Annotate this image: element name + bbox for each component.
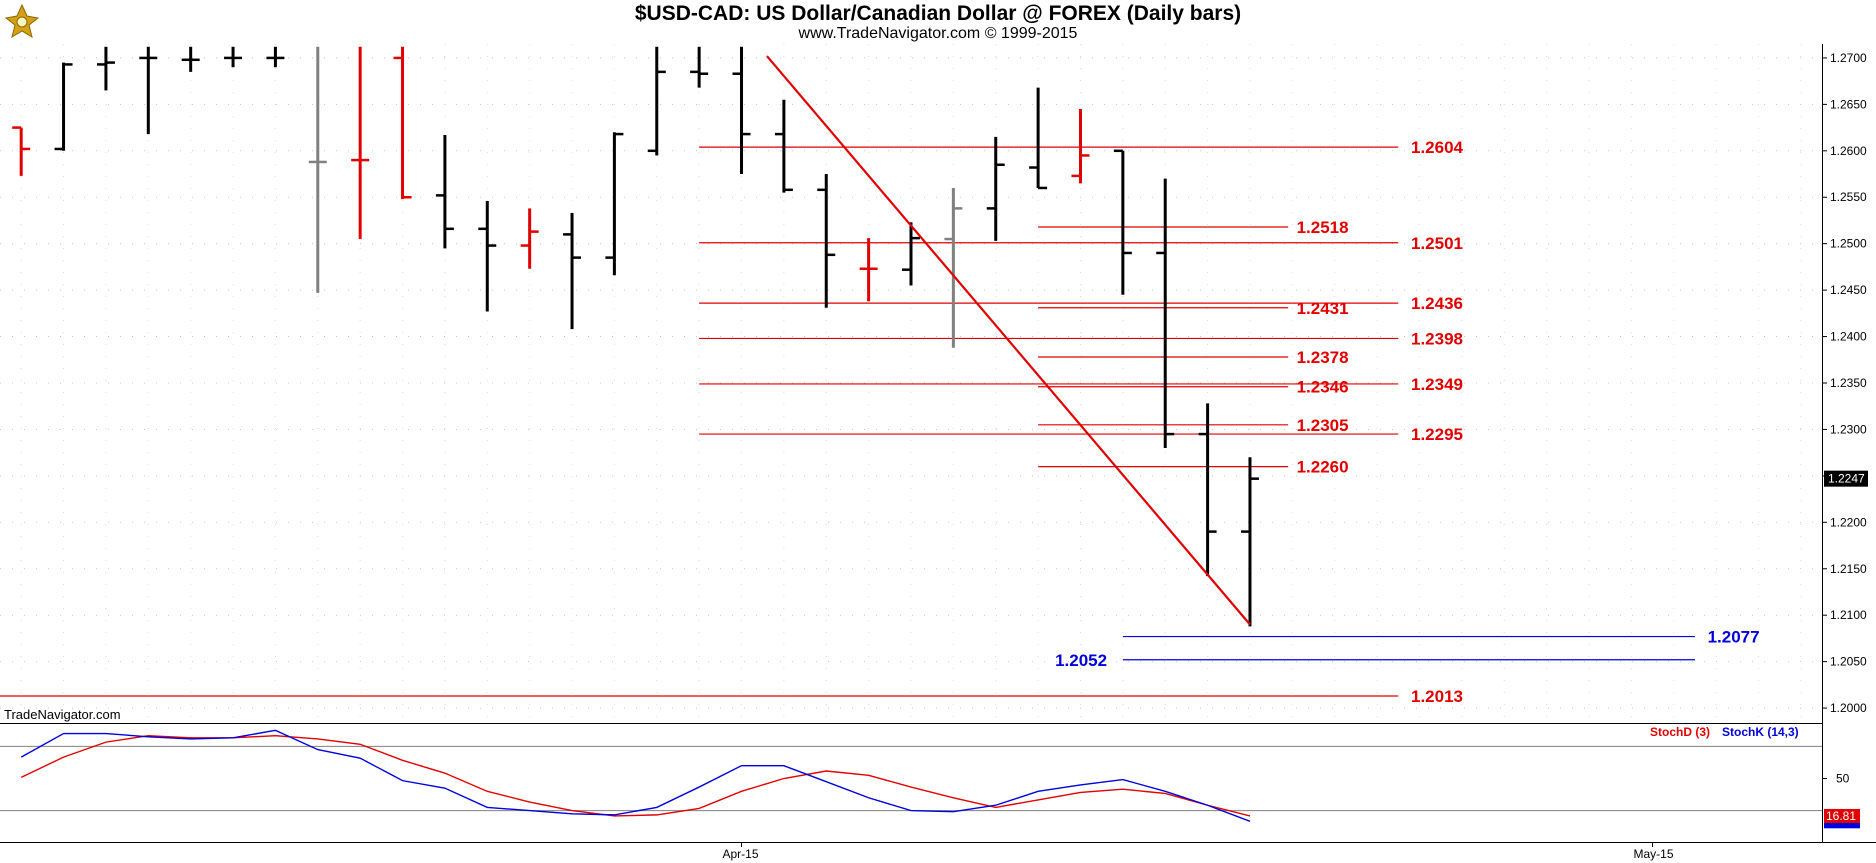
level-label: 1.2501: [1411, 234, 1463, 253]
level-label: 1.2398: [1411, 329, 1463, 348]
price-axis: 1.20001.20501.21001.21501.22001.22501.23…: [1822, 51, 1868, 715]
legend-stochd: StochD (3): [1650, 725, 1710, 739]
tick-label: 1.2450: [1830, 283, 1867, 297]
ohlc-bar: [181, 46, 200, 72]
chart-title: $USD-CAD: US Dollar/Canadian Dollar @ FO…: [634, 2, 1242, 25]
chart-subtitle: www.TradeNavigator.com © 1999-2015: [798, 25, 1078, 42]
tick-label: 1.2150: [1830, 562, 1867, 576]
ohlc-bar: [859, 238, 878, 302]
level-label: 1.2052: [1055, 651, 1107, 670]
ohlc-bar: [902, 222, 920, 286]
ohlc-bar: [986, 136, 1005, 241]
ohlc-bar: [817, 174, 836, 308]
last-price-box: [1824, 470, 1868, 487]
last-value-box-d: [1824, 808, 1860, 823]
level-label: 1.2305: [1297, 416, 1349, 435]
tick-label: 1.2650: [1830, 97, 1867, 111]
chart-header: $USD-CAD: US Dollar/Canadian Dollar @ FO…: [0, 0, 1876, 44]
last-price-label: 1.2247: [1828, 472, 1865, 486]
tick-label: 1.2100: [1830, 608, 1867, 622]
ohlc-bar: [266, 46, 285, 68]
tick-label: May-15: [1634, 847, 1674, 861]
last-value-label: 16.81: [1826, 809, 1856, 823]
grid: [0, 44, 1822, 722]
ohlc-bar: [1029, 87, 1048, 190]
ohlc-bar: [774, 99, 793, 193]
tick-label: 1.2500: [1830, 237, 1867, 251]
tick-label: 1.2600: [1830, 144, 1867, 158]
ohlc-bar: [478, 200, 497, 312]
tick-label: 1.2200: [1830, 515, 1867, 529]
ohlc-bar: [1071, 109, 1090, 184]
ohlc-bar: [732, 46, 751, 175]
level-label: 1.2349: [1411, 375, 1463, 394]
tick-label: 1.2050: [1830, 655, 1867, 669]
level-label: 1.2346: [1297, 378, 1349, 397]
ohlc-bar: [96, 46, 115, 91]
ohlc-bar: [351, 46, 370, 240]
tick-label: 1.2000: [1830, 701, 1867, 715]
ohlc-bar: [393, 46, 412, 200]
watermark: TradeNavigator.com: [4, 707, 121, 722]
trade-navigator-logo-icon: [3, 2, 41, 40]
level-label: 1.2378: [1297, 348, 1349, 367]
tick-label: 50: [1836, 772, 1850, 786]
level-label: 1.2604: [1411, 138, 1464, 157]
ohlc-bar: [308, 46, 327, 293]
ohlc-bars: [12, 46, 1259, 627]
ohlc-bar: [12, 126, 31, 176]
ohlc-bar: [563, 213, 582, 330]
level-label: 1.2013: [1411, 687, 1463, 706]
ohlc-bar: [1156, 178, 1175, 449]
series-line: [20, 734, 1251, 817]
level-label: 1.2260: [1297, 458, 1349, 477]
ohlc-bar: [605, 132, 624, 276]
ohlc-bar: [944, 187, 963, 348]
level-label: 1.2295: [1411, 425, 1463, 444]
ohlc-bar: [224, 46, 243, 68]
ohlc-bar: [1113, 149, 1132, 295]
ohlc-bar: [520, 208, 539, 269]
tick-label: 1.2300: [1830, 422, 1867, 436]
ohlc-bar: [139, 46, 158, 135]
price-levels: 1.2604 1.2518 1.2501 1.2436 1.2431 1.2398 1.23…: [0, 138, 1760, 706]
ohlc-bar: [647, 46, 666, 156]
ohlc-bar: [435, 135, 454, 249]
trendline: [766, 55, 1251, 626]
ohlc-bar: [1198, 403, 1217, 577]
plot-frame: [0, 44, 1876, 843]
tick-label: 1.2350: [1830, 376, 1867, 390]
level-label: 1.2077: [1708, 628, 1760, 647]
tick-label: 1.2400: [1830, 330, 1867, 344]
tick-label: Apr-15: [723, 847, 759, 861]
level-label: 1.2436: [1411, 294, 1463, 313]
trend-line: [766, 55, 1251, 626]
series-line: [20, 729, 1251, 822]
level-label: 1.2518: [1297, 218, 1349, 237]
legend-stochk: StochK (14,3): [1722, 725, 1799, 739]
level-label: 1.2431: [1297, 299, 1349, 318]
tick-label: 1.2700: [1830, 51, 1867, 65]
tick-label: 1.2550: [1830, 190, 1867, 204]
ohlc-bar: [690, 46, 709, 88]
date-axis: Apr-15 May-15: [723, 842, 1674, 861]
ohlc-bar: [54, 62, 73, 151]
ohlc-bar: [1240, 457, 1259, 627]
stochastic-panel: 50 16.81 StochD (3) StochK (14,3): [0, 725, 1860, 829]
